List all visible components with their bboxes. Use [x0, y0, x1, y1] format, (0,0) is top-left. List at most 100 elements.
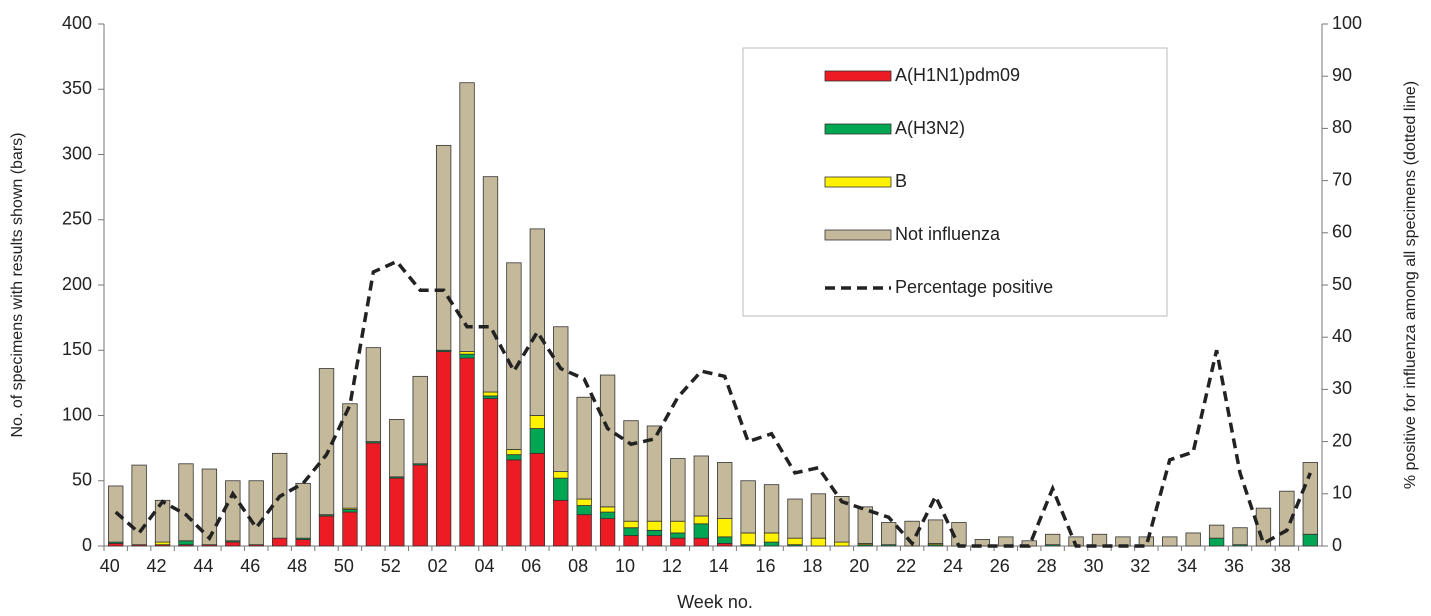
bar-segment [881, 522, 897, 546]
bar-segment [646, 529, 663, 536]
bar-segment [553, 499, 569, 547]
legend-label: A(H3N2) [895, 118, 965, 138]
bar-segment [506, 449, 522, 456]
bar-segment [1044, 533, 1061, 546]
bar-segment [974, 539, 991, 547]
y2-axis-label: % positive for influenza among all speci… [1402, 81, 1419, 489]
y2-tick-label: 20 [1332, 430, 1352, 450]
bar-segment [248, 480, 264, 546]
bar-segment [834, 541, 850, 547]
x-tick-label: 36 [1224, 556, 1244, 576]
x-tick-label: 16 [756, 556, 776, 576]
bar-segment [646, 535, 663, 547]
x-tick-label: 38 [1271, 556, 1291, 576]
bar-segment [576, 396, 592, 500]
bar-segment [1162, 536, 1178, 547]
bar-segment [318, 515, 335, 547]
y-axis-label: No. of specimens with results shown (bar… [9, 133, 26, 438]
x-axis-label: Week no. [677, 592, 753, 612]
bar-segment [201, 468, 218, 546]
bar-segment [1302, 533, 1318, 547]
bar-segment [810, 493, 827, 539]
bar-segment [623, 520, 639, 529]
bar-segment [834, 496, 850, 543]
x-tick-label: 40 [100, 556, 120, 576]
bar-segment [389, 419, 405, 478]
x-tick-label: 14 [709, 556, 729, 576]
y-tick-label: 250 [62, 209, 92, 229]
bar-segment [646, 520, 663, 531]
bar-segment [482, 391, 499, 397]
bar-segment [412, 375, 428, 465]
x-tick-label: 10 [615, 556, 635, 576]
y-tick-label: 150 [62, 339, 92, 359]
bar-segment [295, 539, 311, 547]
legend-label: Not influenza [895, 224, 1001, 244]
x-tick-label: 02 [428, 556, 448, 576]
x-tick-label: 32 [1130, 556, 1150, 576]
x-tick-label: 26 [990, 556, 1010, 576]
bar-segment [787, 537, 803, 546]
bar-segment [365, 347, 382, 443]
bar-segment [529, 452, 545, 547]
bar-segment [927, 519, 944, 544]
x-tick-label: 42 [147, 556, 167, 576]
bar-segment [459, 82, 475, 352]
bar-segment [1208, 524, 1225, 539]
bar-segment [693, 537, 709, 547]
bar-segment [342, 511, 358, 547]
x-tick-label: 18 [802, 556, 822, 576]
bar-segment [576, 498, 592, 506]
y2-tick-label: 70 [1332, 169, 1352, 189]
bar-segment [576, 505, 592, 516]
bar-segment [529, 228, 545, 416]
bar-segment [459, 353, 475, 359]
bar-segment [763, 484, 780, 534]
bar-segment [810, 537, 827, 547]
y-tick-label: 50 [72, 470, 92, 490]
legend-swatch [824, 176, 892, 188]
y-tick-label: 100 [62, 404, 92, 424]
y2-tick-label: 80 [1332, 117, 1352, 137]
legend-label: Percentage positive [895, 277, 1053, 297]
bar-segment [740, 480, 756, 534]
bar-segment [482, 398, 499, 547]
bar-segment [787, 498, 803, 539]
y2-tick-label: 10 [1332, 483, 1352, 503]
bar-segment [693, 523, 709, 539]
x-tick-label: 30 [1083, 556, 1103, 576]
y-tick-label: 350 [62, 78, 92, 98]
bar-segment [599, 374, 616, 508]
bar-segment [740, 532, 756, 546]
bar-segment [717, 518, 733, 538]
y2-tick-label: 0 [1332, 535, 1342, 555]
bar-segment [1091, 533, 1108, 547]
bar-segment [365, 442, 382, 547]
x-tick-label: 52 [381, 556, 401, 576]
bar-segment [763, 532, 780, 543]
y2-tick-label: 100 [1332, 13, 1362, 33]
bar-segment [717, 462, 733, 519]
bar-segment [178, 540, 194, 546]
bar-segment [225, 480, 241, 542]
bar-segment [435, 144, 452, 351]
y-tick-label: 400 [62, 13, 92, 33]
bar-segment [553, 326, 569, 473]
bar-segment [435, 351, 452, 547]
line [114, 259, 1312, 548]
x-tick-label: 46 [240, 556, 260, 576]
x-tick-label: 48 [287, 556, 307, 576]
legend-label: B [895, 171, 907, 191]
bar-segment [599, 518, 616, 547]
x-tick-label: 22 [896, 556, 916, 576]
bar-segment [342, 403, 358, 509]
legend-box [742, 47, 1168, 317]
bar-segment [1185, 532, 1201, 547]
bar-segment [693, 515, 709, 525]
bar-segment [272, 537, 288, 547]
bar-segment [553, 471, 569, 479]
x-tick-label: 24 [943, 556, 963, 576]
bar-segment [1302, 462, 1318, 535]
legend-swatch [824, 229, 892, 241]
bar-segment [225, 541, 241, 547]
